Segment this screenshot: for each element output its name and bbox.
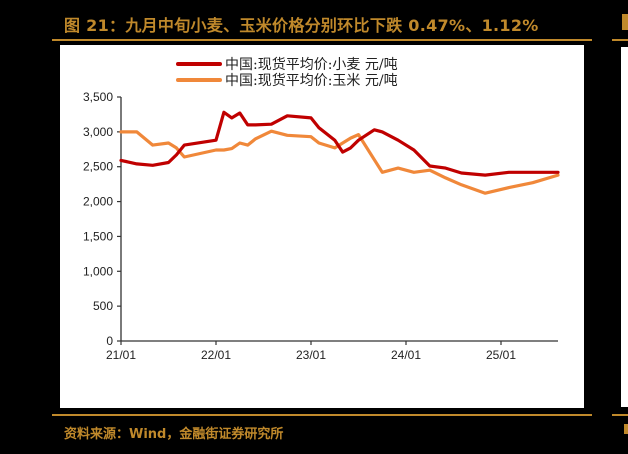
source-rule [52, 414, 592, 416]
legend-label: 中国:现货平均价:小麦 元/吨 [225, 56, 398, 73]
series-line [119, 110, 560, 177]
y-tick-label: 500 [93, 299, 113, 313]
chart-axes: 0 500 1,000 1,500 2,000 2,500 3,000 3,500 21/01 2… [83, 90, 558, 362]
x-tick-label: 21/01 [106, 348, 136, 362]
next-source-fragment [624, 424, 628, 434]
y-tick-label: 3,000 [83, 125, 113, 139]
y-tick-label: 2,000 [83, 195, 113, 209]
y-tick-label: 0 [106, 334, 113, 348]
x-tick-label: 22/01 [201, 348, 231, 362]
title-rule-right [612, 39, 628, 41]
title-rule [52, 39, 592, 41]
next-figure-title-fragment [622, 14, 628, 30]
source-rule-right [612, 414, 628, 416]
y-tick-label: 2,500 [83, 160, 113, 174]
y-tick-label: 1,000 [83, 264, 113, 278]
adjacent-panel [621, 47, 628, 407]
x-tick-label: 23/01 [296, 348, 326, 362]
x-tick-label: 25/01 [486, 348, 516, 362]
series-line [119, 129, 560, 195]
y-tick-label: 1,500 [83, 229, 113, 243]
chart-legend: 中国:现货平均价:小麦 元/吨中国:现货平均价:玉米 元/吨 [176, 56, 398, 89]
figure-title: 图 21：九月中旬小麦、玉米价格分别环比下跌 0.47%、1.12% [64, 16, 539, 35]
chart-lines [119, 110, 560, 195]
chart-panel: 中国:现货平均价:小麦 元/吨 中国:现货平均价:玉米 元/吨 0 500 1,000… [60, 45, 584, 408]
x-tick-label: 24/01 [391, 348, 421, 362]
y-tick-label: 3,500 [83, 90, 113, 104]
legend-label: 中国:现货平均价:玉米 元/吨 [225, 72, 398, 89]
source-note: 资料来源：Wind，金融街证券研究所 [64, 427, 284, 442]
line-chart: 中国:现货平均价:小麦 元/吨中国:现货平均价:玉米 元/吨 0 500 1,000… [83, 56, 560, 362]
